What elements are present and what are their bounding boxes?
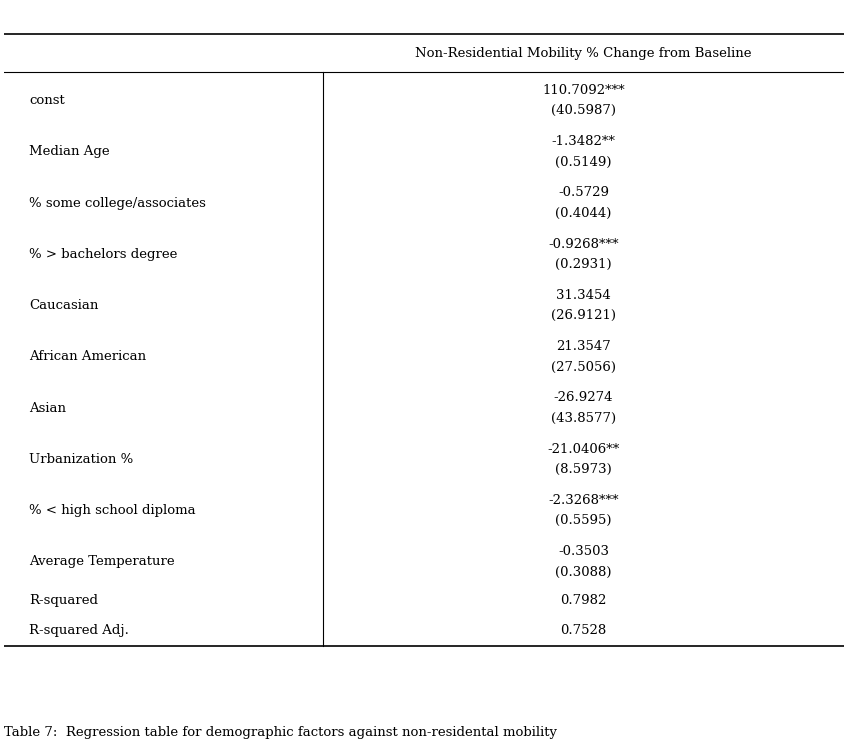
Text: R-squared: R-squared [30, 593, 98, 607]
Text: (0.3088): (0.3088) [555, 565, 611, 578]
Text: Table 7:  Regression table for demographic factors against non-residental mobili: Table 7: Regression table for demographi… [4, 726, 557, 738]
Text: Average Temperature: Average Temperature [30, 555, 175, 569]
Text: African American: African American [30, 350, 147, 363]
Text: -0.5729: -0.5729 [558, 186, 609, 199]
Text: Median Age: Median Age [30, 146, 110, 159]
Text: 0.7982: 0.7982 [561, 593, 606, 607]
Text: 21.3547: 21.3547 [556, 340, 611, 353]
Text: 0.7528: 0.7528 [561, 624, 606, 637]
Text: Urbanization %: Urbanization % [30, 453, 134, 466]
Text: -2.3268***: -2.3268*** [549, 494, 619, 507]
Text: % < high school diploma: % < high school diploma [30, 504, 196, 517]
Text: % > bachelors degree: % > bachelors degree [30, 248, 178, 260]
Text: 31.3454: 31.3454 [556, 289, 611, 302]
Text: (0.5595): (0.5595) [555, 514, 611, 527]
Text: (0.4044): (0.4044) [555, 207, 611, 220]
Text: Non-Residential Mobility % Change from Baseline: Non-Residential Mobility % Change from B… [416, 47, 752, 60]
Text: -0.9268***: -0.9268*** [549, 238, 619, 251]
Text: (27.5056): (27.5056) [551, 361, 616, 374]
Text: const: const [30, 94, 65, 107]
Text: -0.3503: -0.3503 [558, 545, 609, 558]
Text: Caucasian: Caucasian [30, 299, 98, 312]
Text: Asian: Asian [30, 402, 66, 414]
Text: (8.5973): (8.5973) [555, 463, 612, 476]
Text: % some college/associates: % some college/associates [30, 196, 206, 210]
Text: -26.9274: -26.9274 [554, 391, 613, 405]
Text: (40.5987): (40.5987) [551, 104, 616, 117]
Text: (0.2931): (0.2931) [555, 258, 612, 271]
Text: 110.7092***: 110.7092*** [542, 84, 625, 97]
Text: -1.3482**: -1.3482** [551, 135, 616, 148]
Text: -21.0406**: -21.0406** [548, 442, 620, 455]
Text: (0.5149): (0.5149) [555, 156, 611, 168]
Text: (26.9121): (26.9121) [551, 310, 616, 322]
Text: (43.8577): (43.8577) [551, 411, 616, 425]
Text: R-squared Adj.: R-squared Adj. [30, 624, 129, 637]
